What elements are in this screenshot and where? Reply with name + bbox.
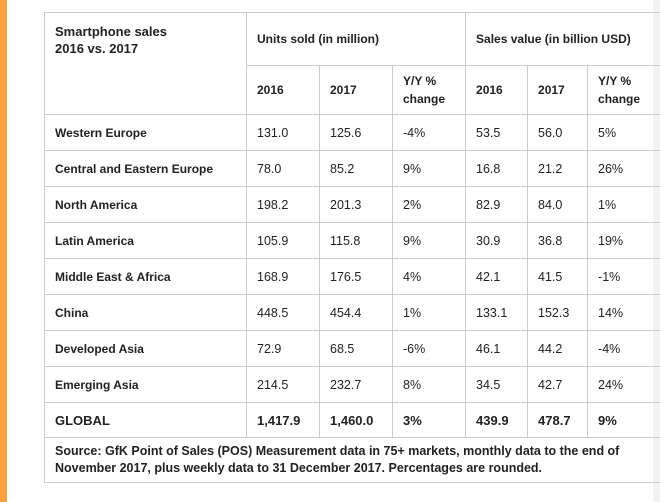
units-2016-header: 2016	[246, 65, 320, 115]
table-row: Developed Asia 72.9 68.5 -6% 46.1 44.2 -…	[44, 330, 660, 367]
smartphone-sales-table: Smartphone sales 2016 vs. 2017 Units sol…	[43, 12, 660, 483]
units-2016-cell: 131.0	[246, 114, 320, 151]
units-group-header: Units sold (in million)	[245, 12, 467, 66]
table-title-line2: 2016 vs. 2017	[55, 41, 139, 56]
value-2016-cell: 16.8	[465, 150, 529, 187]
value-2017-cell: 41.5	[527, 258, 589, 295]
units-yoy-line2: change	[403, 92, 446, 106]
table-row: China 448.5 454.4 1% 133.1 152.3 14%	[44, 294, 660, 331]
global-total-row: GLOBAL 1,417.9 1,460.0 3% 439.9 478.7 9%	[44, 402, 660, 438]
subheader-row: 2016 2017 Y/Y % change 2016 2017 Y/Y % c…	[45, 65, 660, 115]
units-yoy-header: Y/Y % change	[391, 65, 467, 115]
value-yoy-cell: 14%	[587, 294, 660, 331]
table-row: Latin America 105.9 115.8 9% 30.9 36.8 1…	[44, 222, 660, 259]
source-note: Source: GfK Point of Sales (POS) Measure…	[43, 437, 660, 483]
value-yoy-cell: 26%	[587, 150, 660, 187]
value-2017-cell: 152.3	[527, 294, 589, 331]
region-cell: North America	[44, 186, 247, 223]
table-row: Central and Eastern Europe 78.0 85.2 9% …	[44, 150, 660, 187]
table-body: Smartphone sales 2016 vs. 2017 Units sol…	[43, 12, 660, 483]
units-yoy-cell: 2%	[391, 186, 467, 223]
units-2017-cell: 125.6	[319, 114, 393, 151]
value-yoy-cell: 19%	[587, 222, 660, 259]
value-2016-cell: 42.1	[465, 258, 529, 295]
left-frame-stripe	[0, 0, 7, 502]
value-2017-cell: 36.8	[527, 222, 589, 259]
region-cell: Developed Asia	[44, 330, 247, 367]
units-2017-cell: 176.5	[319, 258, 393, 295]
table-row: North America 198.2 201.3 2% 82.9 84.0 1…	[44, 186, 660, 223]
value-2016-cell: 82.9	[465, 186, 529, 223]
global-region-cell: GLOBAL	[44, 402, 247, 438]
global-value-2017-cell: 478.7	[527, 402, 589, 438]
units-yoy-cell: -4%	[391, 114, 467, 151]
value-2017-cell: 84.0	[527, 186, 589, 223]
value-2016-header: 2016	[465, 65, 529, 115]
units-2016-cell: 105.9	[246, 222, 320, 259]
units-2017-cell: 201.3	[319, 186, 393, 223]
table-row: Western Europe 131.0 125.6 -4% 53.5 56.0…	[44, 114, 660, 151]
units-2016-cell: 78.0	[246, 150, 320, 187]
units-2017-cell: 232.7	[319, 366, 393, 403]
region-cell: Emerging Asia	[44, 366, 247, 403]
value-yoy-cell: 1%	[587, 186, 660, 223]
value-yoy-header: Y/Y % change	[587, 65, 660, 115]
region-cell: Middle East & Africa	[44, 258, 247, 295]
region-cell: China	[44, 294, 247, 331]
units-2016-cell: 214.5	[246, 366, 320, 403]
value-yoy-line1: Y/Y %	[598, 74, 632, 88]
table-title-line1: Smartphone sales	[55, 24, 167, 39]
value-yoy-cell: 24%	[587, 366, 660, 403]
value-2017-cell: 44.2	[527, 330, 589, 367]
units-yoy-cell: 4%	[391, 258, 467, 295]
units-yoy-cell: 8%	[391, 366, 467, 403]
value-2016-cell: 46.1	[465, 330, 529, 367]
region-cell: Western Europe	[44, 114, 247, 151]
table-row: Emerging Asia 214.5 232.7 8% 34.5 42.7 2…	[44, 366, 660, 403]
units-2017-header: 2017	[319, 65, 393, 115]
value-2017-cell: 21.2	[527, 150, 589, 187]
value-2017-header: 2017	[527, 65, 589, 115]
global-units-yoy-cell: 3%	[391, 402, 467, 438]
region-cell: Central and Eastern Europe	[44, 150, 247, 187]
units-yoy-cell: 1%	[391, 294, 467, 331]
global-value-yoy-cell: 9%	[587, 402, 660, 438]
value-yoy-cell: -4%	[587, 330, 660, 367]
value-2016-cell: 133.1	[465, 294, 529, 331]
table-title-cell: Smartphone sales 2016 vs. 2017	[44, 12, 247, 115]
value-2016-cell: 34.5	[465, 366, 529, 403]
value-2017-cell: 42.7	[527, 366, 589, 403]
units-yoy-line1: Y/Y %	[403, 74, 437, 88]
units-2017-cell: 454.4	[319, 294, 393, 331]
value-2016-cell: 30.9	[465, 222, 529, 259]
units-yoy-cell: -6%	[391, 330, 467, 367]
global-units-2016-cell: 1,417.9	[246, 402, 320, 438]
source-row: Source: GfK Point of Sales (POS) Measure…	[43, 437, 660, 483]
units-2017-cell: 68.5	[319, 330, 393, 367]
value-2017-cell: 56.0	[527, 114, 589, 151]
value-2016-cell: 53.5	[465, 114, 529, 151]
units-yoy-cell: 9%	[391, 150, 467, 187]
units-2016-cell: 448.5	[246, 294, 320, 331]
value-yoy-cell: 5%	[587, 114, 660, 151]
units-2017-cell: 115.8	[319, 222, 393, 259]
global-units-2017-cell: 1,460.0	[319, 402, 393, 438]
units-yoy-cell: 9%	[391, 222, 467, 259]
value-yoy-cell: -1%	[587, 258, 660, 295]
global-value-2016-cell: 439.9	[465, 402, 529, 438]
table-row: Middle East & Africa 168.9 176.5 4% 42.1…	[44, 258, 660, 295]
units-2016-cell: 168.9	[246, 258, 320, 295]
value-group-header: Sales value (in billion USD)	[465, 12, 660, 66]
units-2016-cell: 198.2	[246, 186, 320, 223]
units-2017-cell: 85.2	[319, 150, 393, 187]
units-2016-cell: 72.9	[246, 330, 320, 367]
value-yoy-line2: change	[598, 92, 641, 106]
region-cell: Latin America	[44, 222, 247, 259]
header-row: Smartphone sales 2016 vs. 2017 Units sol…	[44, 12, 660, 115]
